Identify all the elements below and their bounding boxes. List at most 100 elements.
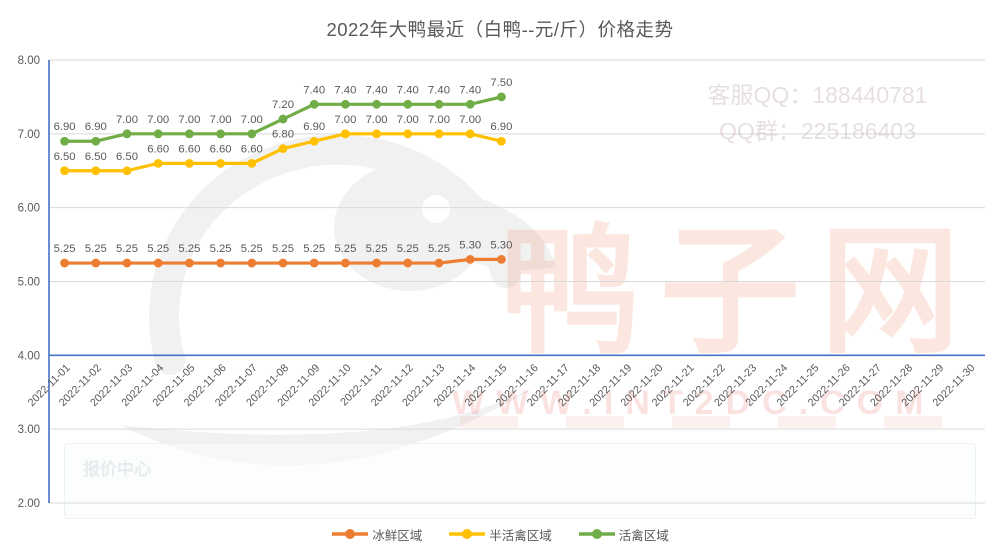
data-label: 7.00 [459,114,481,126]
data-point-marker [497,136,506,146]
data-point-marker [434,129,444,139]
data-point-marker [403,129,413,139]
data-point-marker [403,99,413,109]
data-label: 6.60 [178,143,200,155]
data-point-marker [309,136,319,146]
legend-item-活禽区域[interactable]: 活禽区域 [578,525,669,544]
y-tick-label: 6.00 [18,203,40,215]
data-label: 7.00 [147,114,169,126]
data-label: 6.60 [241,143,263,155]
data-label: 7.00 [334,114,356,126]
legend-marker-icon [578,529,615,539]
data-label: 6.50 [116,151,138,163]
y-tick-label: 2.00 [18,498,40,510]
data-label: 7.40 [397,84,419,96]
data-label: 5.25 [366,243,388,255]
data-point-marker [153,258,163,268]
data-label: 7.00 [428,114,450,126]
data-label: 5.25 [241,243,263,255]
data-label: 5.25 [272,243,294,255]
data-label: 6.60 [147,143,169,155]
data-label: 6.90 [54,121,76,133]
data-label: 5.30 [490,239,512,251]
data-point-marker [247,258,257,268]
data-point-marker [465,254,475,264]
data-label: 7.40 [366,84,388,96]
data-label: 5.25 [54,243,76,255]
series-labels-冰鲜区域: 5.25 5.25 5.25 5.25 5.25 5.25 5.25 5.25 5.25 5.25… [54,239,513,255]
data-point-marker [372,99,381,109]
data-label: 6.90 [490,121,512,133]
data-point-marker [122,258,132,268]
data-label: 7.00 [366,114,388,126]
y-tick-label: 3.00 [18,424,40,436]
legend-label: 活禽区域 [618,528,669,543]
data-point-marker [91,258,101,268]
data-label: 7.40 [428,84,450,96]
data-label: 5.30 [459,239,481,251]
data-point-marker [278,114,288,124]
data-label: 7.00 [116,114,138,126]
data-point-marker [465,129,475,139]
data-label: 7.40 [334,84,356,96]
data-label: 7.00 [397,114,419,126]
data-label: 7.00 [241,114,263,126]
data-label: 5.25 [178,243,200,255]
data-point-marker [278,258,288,268]
x-axis-labels: 2022-11-012022-11-022022-11-032022-11-04… [26,362,978,409]
series-冰鲜区域 [60,254,506,268]
data-point-marker [247,129,257,139]
data-point-marker [403,258,413,268]
data-label: 5.25 [210,243,232,255]
data-label: 7.40 [303,84,325,96]
data-point-marker [341,99,350,109]
data-label: 7.00 [178,114,200,126]
gridlines [49,59,985,504]
data-point-marker [122,129,132,139]
data-point-marker [91,136,101,146]
series-labels-活禽区域: 6.90 6.90 7.00 7.00 7.00 7.00 7.00 7.20 7.40 7.40… [54,77,513,133]
legend-label: 冰鲜区域 [372,528,423,543]
data-point-marker [497,254,506,264]
data-point-marker [60,258,69,268]
data-point-marker [60,166,69,176]
data-label: 5.25 [397,243,419,255]
chart-legend: 冰鲜区域 半活禽区域 活禽区域 [0,521,1000,547]
data-label: 5.25 [303,243,325,255]
data-point-marker [309,258,319,268]
data-point-marker [153,129,163,139]
data-label: 5.25 [85,243,107,255]
data-point-marker [185,258,194,268]
data-label: 7.40 [459,84,481,96]
data-label: 6.50 [54,151,76,163]
data-point-marker [341,258,350,268]
data-label: 6.90 [303,121,325,133]
data-point-marker [465,99,475,109]
data-label: 6.80 [272,129,294,141]
data-point-marker [434,258,444,268]
data-point-marker [153,158,163,168]
y-tick-label: 7.00 [18,129,40,141]
data-point-marker [91,166,101,176]
data-point-marker [185,129,194,139]
data-point-marker [216,129,226,139]
data-label: 5.25 [334,243,356,255]
data-label: 5.25 [116,243,138,255]
legend-marker-icon [449,529,486,539]
y-tick-label: 8.00 [18,55,40,67]
data-label: 6.60 [210,143,232,155]
data-point-marker [497,92,506,102]
legend-item-半活禽区域[interactable]: 半活禽区域 [448,525,552,544]
data-label: 6.90 [85,121,107,133]
data-point-marker [341,129,350,139]
data-label: 7.50 [490,77,512,89]
data-label: 5.25 [147,243,169,255]
chart-title: 2022年大鸭最近（白鸭--元/斤）价格走势 [326,19,674,40]
y-tick-label: 5.00 [18,277,40,289]
legend-item-冰鲜区域[interactable]: 冰鲜区域 [331,525,422,544]
legend-marker-icon [332,529,369,539]
data-point-marker [216,158,226,168]
data-point-marker [122,166,132,176]
y-tick-label: 4.00 [18,350,40,362]
